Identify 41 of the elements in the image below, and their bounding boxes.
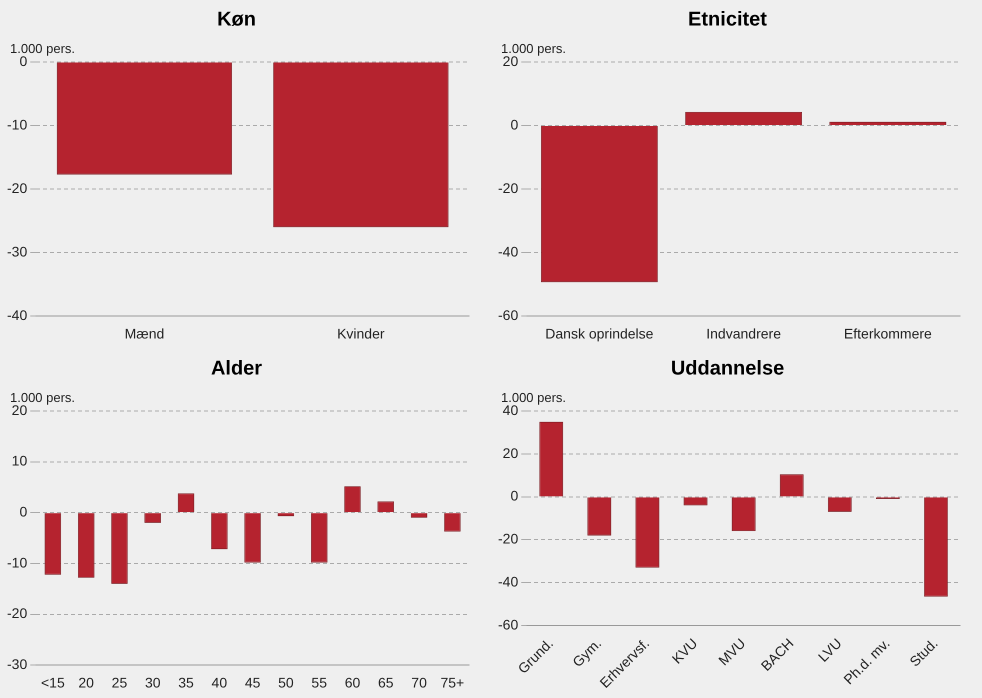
x-tick-label: Indvandrere <box>706 325 782 342</box>
x-tick-label: 60 <box>344 674 360 690</box>
x-tick-label: 40 <box>212 674 228 690</box>
x-tick-label: Kvinder <box>337 325 385 342</box>
y-tick-label: -60 <box>498 307 518 324</box>
x-tick-label: 45 <box>244 674 261 690</box>
x-tick-label: 20 <box>78 674 94 690</box>
y-tick-label: 0 <box>19 504 28 520</box>
x-tick-label: 50 <box>278 674 294 690</box>
y-tick-label: -20 <box>498 180 518 196</box>
chart-title: Køn <box>217 8 256 31</box>
x-tick-label: Mænd <box>124 325 164 342</box>
x-tick-label: 35 <box>178 674 194 690</box>
y-tick-label: -40 <box>498 244 518 260</box>
y-tick-label: 20 <box>502 444 518 461</box>
x-tick-label: 25 <box>112 674 128 690</box>
y-tick-label: -30 <box>7 656 28 672</box>
x-tick-label: 70 <box>411 674 428 690</box>
chart-title: Uddannelse <box>670 358 784 380</box>
y-tick-label: -20 <box>498 530 518 547</box>
x-tick-label: Dansk oprindelse <box>545 325 654 342</box>
chart-title: Etnicitet <box>688 8 768 31</box>
x-tick-label: 55 <box>311 674 328 690</box>
y-tick-label: -40 <box>498 574 518 590</box>
y-tick-label: -10 <box>7 554 28 570</box>
y-tick-label: -40 <box>7 307 28 324</box>
x-tick-label: Efterkommere <box>844 325 932 342</box>
y-tick-label: -30 <box>7 244 28 260</box>
x-tick-label: <15 <box>41 674 65 690</box>
x-tick-label: 65 <box>378 674 394 690</box>
x-tick-label: 75+ <box>440 674 464 690</box>
y-tick-label: -60 <box>498 616 518 632</box>
y-tick-label: 0 <box>510 116 518 132</box>
chart-title: Alder <box>210 358 262 380</box>
y-tick-label: 10 <box>12 452 28 469</box>
y-tick-label: -20 <box>7 605 28 622</box>
y-tick-label: -20 <box>7 180 28 196</box>
y-tick-label: 0 <box>510 488 518 504</box>
x-tick-label: Gym. <box>569 635 604 670</box>
y-tick-label: -10 <box>7 116 28 132</box>
x-tick-label: 30 <box>144 674 161 690</box>
